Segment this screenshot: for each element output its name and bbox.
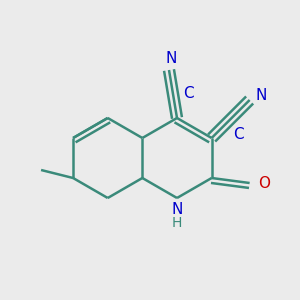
- Text: N: N: [165, 51, 177, 66]
- Text: C: C: [232, 127, 243, 142]
- Text: C: C: [183, 86, 194, 101]
- Text: O: O: [258, 176, 270, 190]
- Text: H: H: [172, 216, 182, 230]
- Text: N: N: [171, 202, 183, 217]
- Text: N: N: [256, 88, 267, 104]
